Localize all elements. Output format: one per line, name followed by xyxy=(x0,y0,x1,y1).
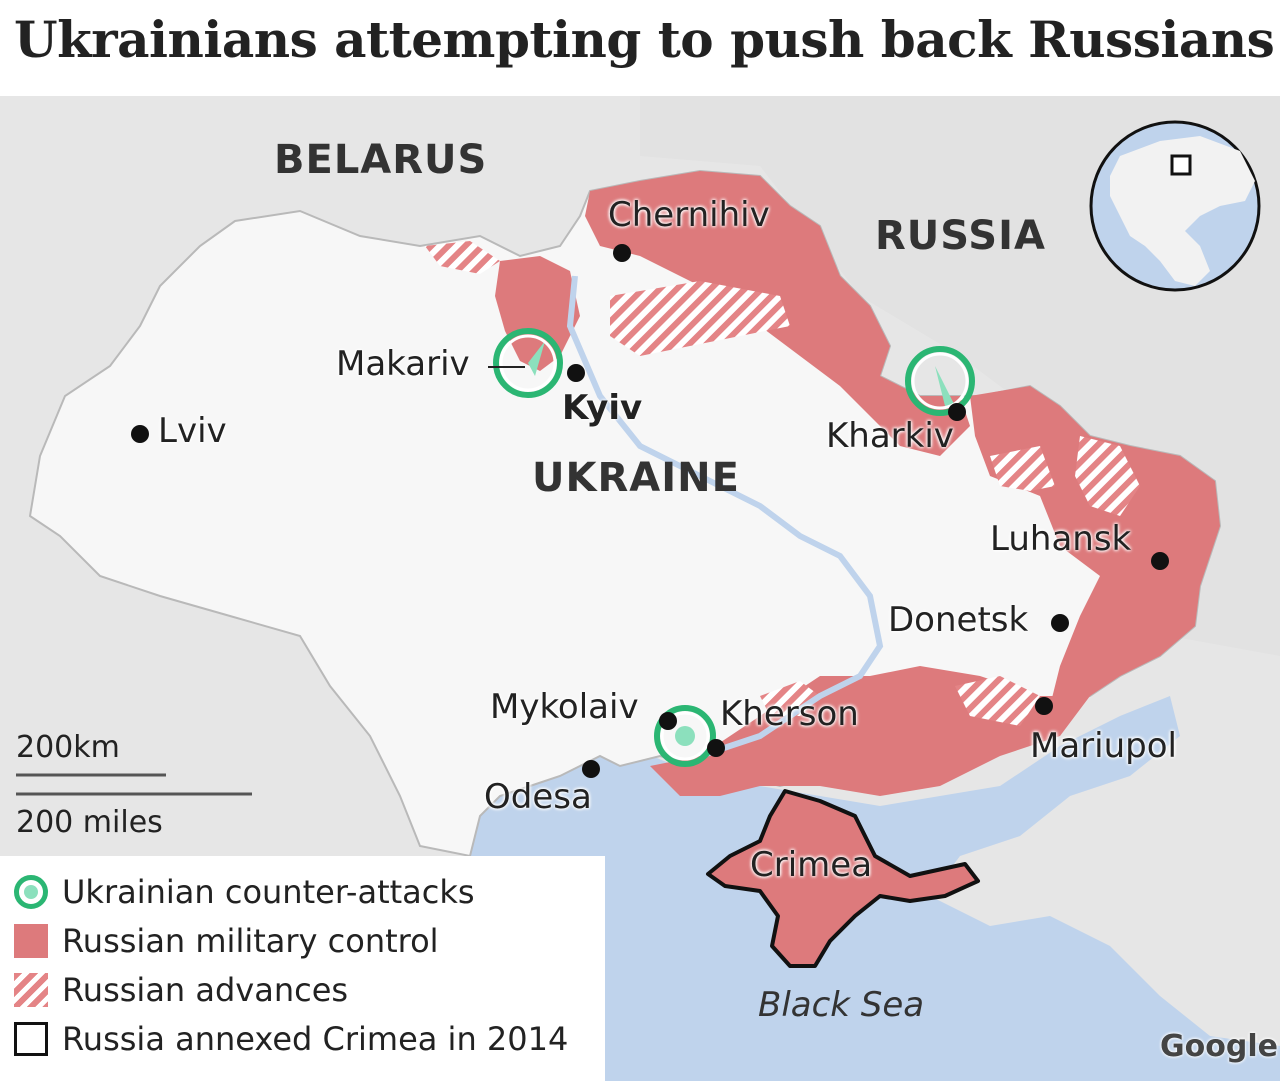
russian-advance-luhansk xyxy=(1075,436,1140,516)
label-makariv: Makariv xyxy=(336,344,470,384)
label-crimea: Crimea xyxy=(750,845,873,885)
label-donetsk: Donetsk xyxy=(888,600,1029,640)
legend: Ukrainian counter-attacks Russian milita… xyxy=(0,856,605,1081)
advance-swatch-icon xyxy=(14,973,48,1007)
legend-item-counter-attacks: Ukrainian counter-attacks xyxy=(14,872,475,912)
map-area[interactable]: BELARUS RUSSIA UKRAINE Chernihiv Makariv… xyxy=(0,96,1280,1081)
russian-control-kyiv xyxy=(495,256,580,371)
legend-label-annexed: Russia annexed Crimea in 2014 xyxy=(62,1020,569,1058)
crimea xyxy=(706,789,980,968)
label-kherson: Kherson xyxy=(720,694,859,734)
russian-advance-south xyxy=(955,676,1040,726)
globe-inset xyxy=(1089,120,1261,292)
google-credit: Google xyxy=(1160,1029,1278,1064)
kherson-dot xyxy=(707,739,725,757)
legend-label-advances: Russian advances xyxy=(62,971,349,1009)
map-title: Ukrainians attempting to push back Russi… xyxy=(14,10,1275,69)
kharkiv-dot xyxy=(948,403,966,421)
label-belarus: BELARUS xyxy=(274,137,488,183)
label-kyiv: Kyiv xyxy=(562,388,643,428)
label-ukraine: UKRAINE xyxy=(532,455,740,501)
label-mykolaiv: Mykolaiv xyxy=(490,687,639,727)
label-russia: RUSSIA xyxy=(875,213,1046,259)
luhansk-dot xyxy=(1151,552,1169,570)
russian-advance-chernihiv xyxy=(610,281,790,356)
chernihiv-dot xyxy=(613,244,631,262)
label-odesa: Odesa xyxy=(484,777,592,817)
lviv-dot xyxy=(131,425,149,443)
scale-miles-label: 200 miles xyxy=(16,805,163,840)
legend-item-advances: Russian advances xyxy=(14,970,348,1010)
counter-attack-makariv xyxy=(493,328,563,398)
label-lviv: Lviv xyxy=(158,411,227,451)
label-kharkiv: Kharkiv xyxy=(826,416,954,456)
kyiv-dot xyxy=(567,364,585,382)
legend-label-military-control: Russian military control xyxy=(62,922,439,960)
legend-item-annexed: Russia annexed Crimea in 2014 xyxy=(14,1019,568,1059)
label-black-sea: Black Sea xyxy=(758,985,925,1025)
military-control-swatch-icon xyxy=(14,924,48,958)
dnipro-river xyxy=(566,275,884,759)
map-canvas xyxy=(0,96,1280,1081)
odesa-dot xyxy=(582,760,600,778)
russian-advance-northwest xyxy=(425,241,500,274)
legend-item-military-control: Russian military control xyxy=(14,921,439,961)
label-luhansk: Luhansk xyxy=(990,519,1132,559)
label-chernihiv: Chernihiv xyxy=(608,195,770,235)
counter-attack-swatch-icon xyxy=(14,875,48,909)
counter-attack-kherson xyxy=(654,705,716,767)
russian-advance-kharkiv xyxy=(990,446,1055,491)
donetsk-dot xyxy=(1051,614,1069,632)
label-mariupol: Mariupol xyxy=(1030,726,1177,766)
mykolaiv-dot xyxy=(659,712,677,730)
counter-attack-kharkiv xyxy=(905,346,975,416)
scale-km-label: 200km xyxy=(16,730,120,765)
annexed-swatch-icon xyxy=(14,1022,48,1056)
legend-label-counter-attacks: Ukrainian counter-attacks xyxy=(62,873,475,911)
mariupol-dot xyxy=(1035,697,1053,715)
